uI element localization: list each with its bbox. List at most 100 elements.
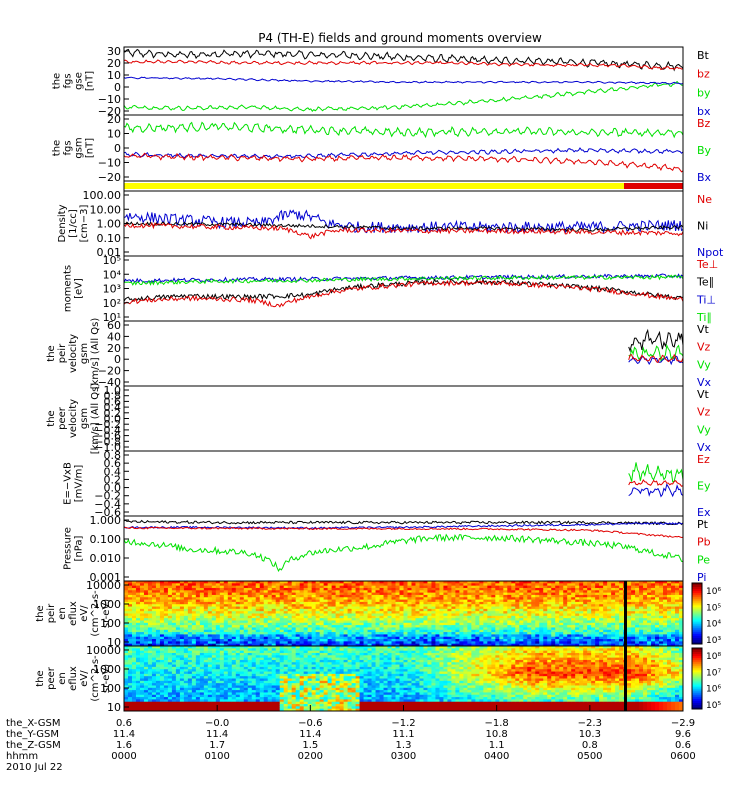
y-tick-label: 0.8 bbox=[104, 449, 122, 462]
legend-entry: Te∥ bbox=[696, 276, 714, 289]
y-axis-label-line: the bbox=[35, 605, 46, 621]
x-row-value: 0.8 bbox=[582, 740, 598, 751]
y-axis-label-line: [cm−3] bbox=[79, 205, 90, 243]
y-tick-label: 100.00 bbox=[83, 189, 122, 202]
legend-entry: by bbox=[697, 86, 711, 99]
panel-frame bbox=[123, 46, 684, 116]
legend-entry: bz bbox=[697, 68, 710, 81]
legend-entry: Ne bbox=[697, 193, 712, 206]
x-row-label: hhmm bbox=[6, 751, 38, 762]
colorbar-tick-label: 10⁵ bbox=[706, 603, 721, 613]
x-row-value: 0.6 bbox=[116, 718, 132, 729]
x-row-value: 0.6 bbox=[675, 740, 691, 751]
y-tick-label: −20 bbox=[98, 171, 121, 184]
y-tick-label: 0.6 bbox=[104, 395, 122, 408]
y-axis-label: the fgs gsm [nT] bbox=[52, 137, 96, 158]
series-Ey bbox=[628, 462, 684, 483]
y-axis-label-line: gsm bbox=[79, 343, 90, 364]
x-row-label: the_X-GSM bbox=[6, 718, 60, 729]
y-axis-label-line: gsm bbox=[79, 408, 90, 429]
legend-entry: Vz bbox=[697, 406, 711, 419]
y-tick-label: 30 bbox=[107, 45, 121, 58]
x-row-value: 0500 bbox=[577, 751, 602, 762]
y-axis-label-line: fgs bbox=[63, 73, 74, 88]
y-axis-label-line: Pressure bbox=[63, 527, 74, 570]
y-tick-label: −40 bbox=[98, 376, 121, 389]
legend-entry: Vy bbox=[697, 423, 711, 436]
y-tick-label: 0.4 bbox=[104, 401, 122, 414]
y-axis-label-line: the bbox=[46, 345, 57, 361]
legend-entry: Ti⊥ bbox=[696, 293, 716, 306]
data-gap-stripe bbox=[623, 646, 627, 711]
y-axis-label-line: peer bbox=[46, 666, 57, 690]
y-axis-label-line: en bbox=[57, 607, 68, 620]
colorbar-frame bbox=[691, 582, 703, 645]
y-axis-label-line: [nT] bbox=[85, 71, 96, 91]
y-tick-label: 0 bbox=[114, 142, 121, 155]
y-tick-label: −0.4 bbox=[94, 498, 121, 511]
y-axis-label-line: E=−VxB bbox=[63, 462, 74, 505]
x-row-value: 1.6 bbox=[116, 740, 132, 751]
spectrogram-cells bbox=[124, 581, 684, 647]
y-tick-label: 1.000 bbox=[90, 514, 122, 527]
series-Pb bbox=[123, 526, 684, 539]
y-tick-label: 0 bbox=[114, 81, 121, 94]
legend-entry: Vz bbox=[697, 341, 711, 354]
y-axis-label-line: the bbox=[52, 73, 63, 89]
series-Ne bbox=[123, 221, 684, 240]
series-Pi bbox=[123, 522, 684, 530]
legend-entry: Pi bbox=[697, 571, 706, 584]
y-tick-label: 1.00 bbox=[97, 218, 122, 231]
y-tick-label: −0.4 bbox=[94, 424, 121, 437]
y-tick-label: 1.0 bbox=[104, 384, 122, 397]
colorbar: 10⁸ 10⁷ 10⁶ 10⁵ bbox=[691, 647, 721, 711]
series-bz bbox=[123, 59, 683, 71]
legend-entry: Vt bbox=[697, 388, 710, 401]
y-tick-label: −10 bbox=[98, 157, 121, 170]
y-axis-label: the peer en eflux eV/(cm^2-s-sr-eV) bbox=[35, 655, 112, 702]
panel-frame bbox=[123, 385, 684, 452]
y-tick-label: 40 bbox=[107, 330, 121, 343]
y-axis-label: E=−VxB [mV/m] bbox=[63, 462, 85, 505]
legend-entry: Te⊥ bbox=[696, 258, 718, 271]
legend-entry: Ey bbox=[697, 480, 711, 493]
y-axis-label-line: moments bbox=[63, 265, 74, 312]
y-tick-label: 60 bbox=[107, 319, 121, 332]
panel-frame bbox=[123, 114, 684, 182]
panel-frame bbox=[123, 320, 684, 387]
series-bx bbox=[123, 76, 684, 85]
legend-entry: Bt bbox=[697, 49, 710, 62]
y-axis-label: the fgs gse [nT] bbox=[52, 71, 96, 91]
y-tick-label: 20 bbox=[107, 57, 121, 70]
legend-entry: Bz bbox=[697, 117, 711, 130]
y-tick-label: 0.2 bbox=[104, 473, 122, 486]
y-axis-label-line: [1/cc] bbox=[68, 209, 79, 238]
series-Npot bbox=[123, 209, 684, 235]
x-row-value: −1.2 bbox=[391, 718, 415, 729]
colorbar-tick-label: 10⁷ bbox=[706, 668, 721, 678]
y-axis-label-line: peir bbox=[57, 343, 68, 363]
legend-entry: Pe bbox=[697, 553, 710, 566]
y-axis-label-line: sr-eV) bbox=[101, 599, 112, 628]
x-row-value: 11.1 bbox=[392, 729, 414, 740]
y-tick-label: 10⁴ bbox=[103, 268, 122, 281]
x-row-value: 0100 bbox=[204, 751, 229, 762]
series-Vz bbox=[628, 353, 684, 364]
series-Te⊥ bbox=[123, 279, 684, 308]
y-axis-label-line: gse bbox=[74, 72, 85, 90]
colorbar-tick-label: 10⁶ bbox=[706, 685, 721, 695]
x-row-value: 1.7 bbox=[209, 740, 225, 751]
y-tick-label: 20 bbox=[107, 342, 121, 355]
colorbar-tick-label: 10⁶ bbox=[706, 587, 721, 597]
y-tick-label: 10 bbox=[107, 128, 121, 141]
y-tick-label: −0.6 bbox=[94, 506, 121, 519]
x-axis-annotation: the_X-GSM 0.6 −0.0 −0.6 −1.2 −1.8 −2.3 −2.9 the_… bbox=[6, 705, 696, 773]
legend-entry: Vt bbox=[697, 323, 710, 336]
spectrogram-cells bbox=[124, 646, 684, 712]
y-tick-label: 0.100 bbox=[90, 533, 122, 546]
